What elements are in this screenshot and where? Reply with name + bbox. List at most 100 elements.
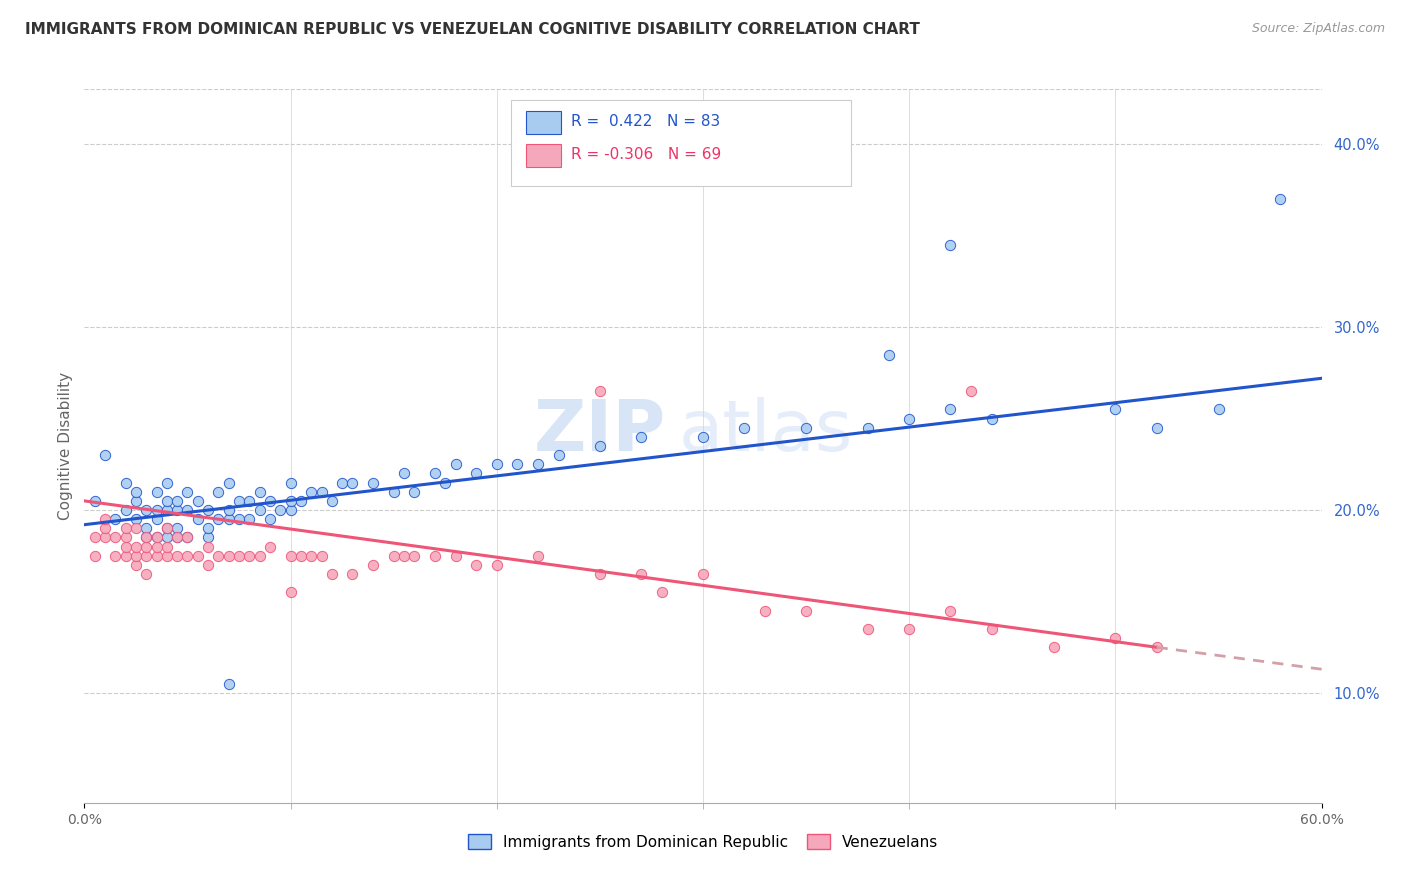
Point (104, 531, 127, 545)
Point (207, 484, 229, 499)
Point (197, 503, 219, 517)
Point (794, 420, 817, 434)
Point (156, 503, 179, 517)
Point (960, 384, 983, 398)
Point (166, 503, 188, 517)
Point (125, 558, 148, 572)
Point (125, 484, 148, 499)
Point (228, 549, 250, 563)
Text: R =  0.422   N = 83: R = 0.422 N = 83 (571, 114, 720, 128)
Point (392, 549, 415, 563)
Point (527, 549, 550, 563)
Text: IMMIGRANTS FROM DOMINICAN REPUBLIC VS VENEZUELAN COGNITIVE DISABILITY CORRELATIO: IMMIGRANTS FROM DOMINICAN REPUBLIC VS VE… (25, 22, 920, 37)
Point (114, 549, 136, 563)
Point (692, 430, 714, 444)
Point (228, 494, 250, 508)
Point (423, 549, 446, 563)
Point (135, 503, 157, 517)
Point (444, 549, 467, 563)
Point (280, 585, 302, 599)
Point (898, 622, 921, 636)
Point (382, 484, 405, 499)
Point (290, 549, 312, 563)
Point (321, 494, 343, 508)
Point (630, 567, 652, 582)
Point (238, 549, 260, 563)
Point (506, 458, 529, 472)
Point (1208, 402, 1230, 417)
Point (156, 531, 179, 545)
Point (980, 411, 1002, 425)
Point (156, 540, 179, 554)
Point (145, 549, 167, 563)
Point (547, 448, 569, 462)
Point (207, 549, 229, 563)
Point (83, 549, 105, 563)
Point (156, 521, 179, 535)
Point (207, 512, 229, 526)
Point (404, 549, 426, 563)
Point (125, 540, 148, 554)
Point (589, 567, 612, 582)
Point (145, 512, 167, 526)
Point (94, 531, 117, 545)
Point (404, 484, 426, 499)
Point (94, 521, 117, 535)
Point (166, 521, 188, 535)
Point (218, 549, 240, 563)
Point (83, 531, 105, 545)
Point (125, 512, 148, 526)
Text: Source: ZipAtlas.com: Source: ZipAtlas.com (1251, 22, 1385, 36)
Point (176, 549, 198, 563)
Point (83, 494, 105, 508)
Point (589, 384, 612, 398)
Point (382, 549, 405, 563)
Point (238, 494, 260, 508)
Text: R = -0.306   N = 69: R = -0.306 N = 69 (571, 146, 721, 161)
Point (218, 503, 240, 517)
Point (176, 531, 198, 545)
Point (280, 549, 302, 563)
Point (342, 475, 364, 490)
Point (856, 420, 879, 434)
Point (269, 503, 291, 517)
Point (856, 622, 879, 636)
Point (1270, 192, 1292, 206)
Point (259, 540, 281, 554)
Point (197, 558, 219, 572)
Point (423, 467, 446, 481)
Point (1042, 640, 1064, 655)
Point (249, 549, 271, 563)
Point (166, 549, 188, 563)
Point (187, 494, 209, 508)
Text: atlas: atlas (678, 397, 852, 467)
Point (197, 540, 219, 554)
Point (187, 549, 209, 563)
Point (104, 549, 127, 563)
Point (125, 494, 148, 508)
Point (156, 475, 179, 490)
Point (218, 512, 240, 526)
Point (485, 458, 508, 472)
Point (135, 531, 157, 545)
Point (754, 604, 776, 618)
Point (898, 411, 921, 425)
Point (939, 402, 962, 417)
Point (187, 512, 209, 526)
Point (145, 503, 167, 517)
Point (259, 494, 281, 508)
Point (1104, 631, 1126, 645)
Point (299, 549, 322, 563)
Point (228, 512, 250, 526)
Point (176, 484, 198, 499)
Point (465, 558, 488, 572)
Text: ZIP: ZIP (534, 397, 666, 467)
Point (311, 484, 333, 499)
Point (114, 540, 136, 554)
Point (434, 475, 457, 490)
Point (218, 475, 240, 490)
Point (330, 475, 353, 490)
Point (280, 494, 302, 508)
Point (238, 512, 260, 526)
Point (280, 475, 302, 490)
